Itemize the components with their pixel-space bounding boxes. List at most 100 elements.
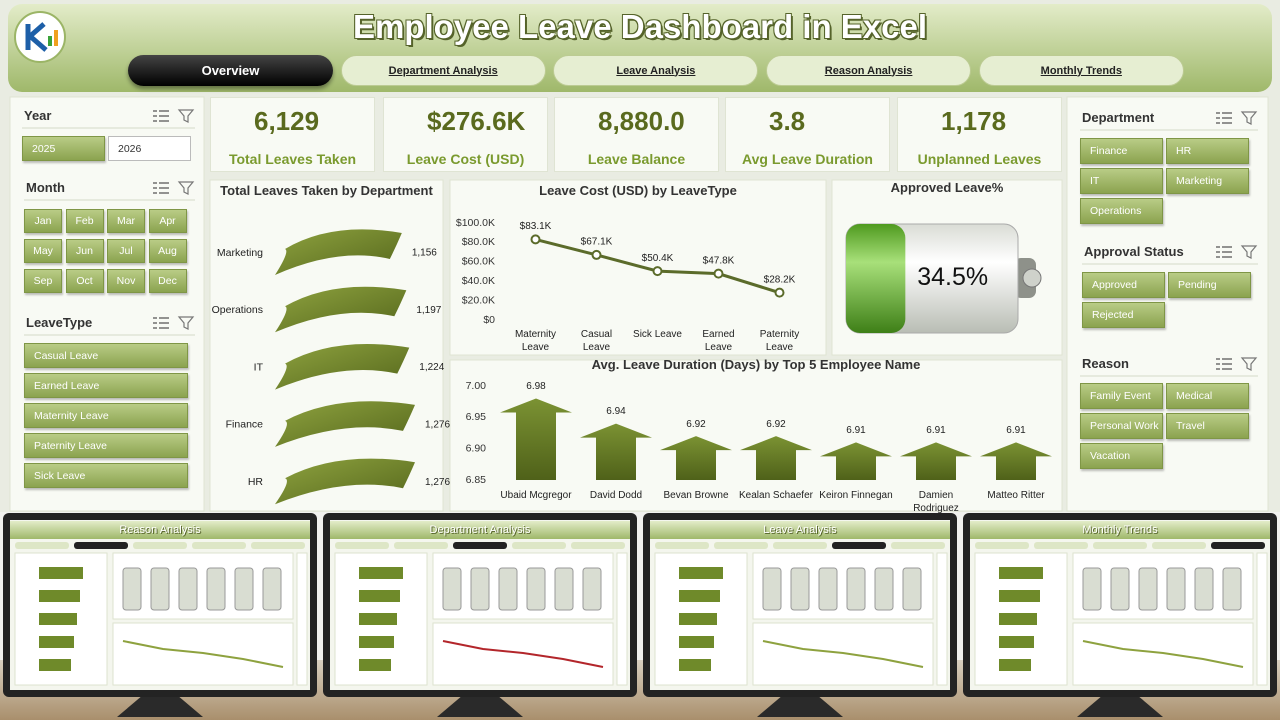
preview-shape bbox=[442, 567, 462, 611]
preview-tab bbox=[891, 542, 945, 549]
slicer-button[interactable]: Dec bbox=[148, 269, 187, 293]
x-tick-label: Keiron Finnegan bbox=[819, 490, 893, 501]
slicer-button[interactable]: Operations bbox=[1080, 198, 1163, 224]
slicer-button[interactable]: Apr bbox=[148, 209, 187, 233]
slicer-button[interactable]: Medical bbox=[1166, 383, 1249, 409]
chart-panel bbox=[449, 179, 827, 356]
preview-shape bbox=[554, 567, 574, 611]
preview-shape bbox=[178, 567, 198, 611]
chart-title: Avg. Leave Duration (Days) by Top 5 Empl… bbox=[591, 357, 921, 372]
bar bbox=[900, 442, 972, 480]
slicer-button[interactable]: Approved bbox=[1082, 272, 1165, 298]
logo-bar bbox=[54, 30, 58, 46]
kpi-value: 6,129 bbox=[254, 106, 320, 136]
slicer-button[interactable]: Travel bbox=[1166, 413, 1249, 439]
preview-tab bbox=[394, 542, 448, 549]
kpi-label: Total Leaves Taken bbox=[228, 151, 357, 167]
multi-select-icon bbox=[1216, 246, 1232, 258]
slicer-button[interactable]: Jun bbox=[65, 239, 104, 263]
preview-shape bbox=[442, 640, 604, 668]
slicer-button[interactable]: Finance bbox=[1080, 138, 1163, 164]
preview-shape bbox=[679, 613, 717, 625]
x-tick-label: Kealan Schaefer bbox=[739, 490, 813, 501]
slicer-title: Approval Status bbox=[1084, 244, 1184, 259]
bar bbox=[275, 229, 402, 275]
bar bbox=[660, 436, 732, 480]
slicer-button[interactable]: 2026 bbox=[108, 136, 191, 161]
y-tick-label: 6.90 bbox=[466, 442, 487, 454]
value-label: 6.98 bbox=[526, 381, 546, 392]
preview-shape bbox=[790, 567, 810, 611]
slicer-button[interactable]: Marketing bbox=[1166, 168, 1249, 194]
nav-tab[interactable]: Reason Analysis bbox=[766, 55, 972, 86]
preview-tab bbox=[512, 542, 566, 549]
multi-select-icon bbox=[153, 317, 169, 329]
value-label: 6.91 bbox=[1006, 425, 1026, 436]
slicer-button[interactable]: Nov bbox=[107, 269, 145, 293]
slicer-button[interactable]: Family Event bbox=[1080, 383, 1163, 409]
preview-tab bbox=[1211, 542, 1265, 549]
nav-tab[interactable]: Overview bbox=[128, 55, 333, 86]
preview-tab bbox=[655, 542, 709, 549]
preview-shape bbox=[206, 567, 226, 611]
clear-filter-icon bbox=[1240, 245, 1258, 259]
slicer-button[interactable]: May bbox=[24, 239, 62, 263]
preview-title: Reason Analysis bbox=[119, 524, 201, 536]
preview-tab bbox=[74, 542, 128, 549]
battery-terminal bbox=[1022, 268, 1042, 288]
line-point bbox=[591, 249, 602, 260]
preview-shape bbox=[679, 590, 720, 602]
slicer-button[interactable]: 2025 bbox=[22, 136, 105, 161]
preview-header bbox=[10, 521, 310, 539]
x-tick-label: Sick Leave bbox=[633, 329, 682, 340]
slicer-button[interactable]: Mar bbox=[107, 209, 145, 233]
slicer-button[interactable]: Vacation bbox=[1080, 443, 1163, 469]
slicer-button[interactable]: Earned Leave bbox=[24, 373, 188, 398]
kpi-label: Unplanned Leaves bbox=[917, 151, 1042, 167]
slicer-button[interactable]: Paternity Leave bbox=[24, 433, 188, 458]
slicer-button[interactable]: IT bbox=[1080, 168, 1163, 194]
slicer-button[interactable]: Pending bbox=[1168, 272, 1251, 298]
preview-side bbox=[616, 552, 628, 686]
preview-tab bbox=[15, 542, 69, 549]
nav-tab[interactable]: Monthly Trends bbox=[978, 55, 1184, 86]
preview-shape bbox=[39, 590, 80, 602]
value-label: 1,276 bbox=[425, 420, 450, 431]
bar bbox=[580, 423, 652, 480]
logo-bar bbox=[48, 36, 52, 46]
preview-title: Department Analysis bbox=[429, 524, 531, 536]
kpi-value: $276.6K bbox=[427, 106, 526, 136]
preview-tab bbox=[1152, 542, 1206, 549]
preview-shape bbox=[470, 567, 490, 611]
slicer-button[interactable]: Oct bbox=[65, 269, 104, 293]
slicer-button[interactable]: Personal Work bbox=[1080, 413, 1163, 439]
kpi-card bbox=[725, 97, 890, 172]
kpi-label: Leave Cost (USD) bbox=[406, 151, 525, 167]
value-label: $83.1K bbox=[520, 221, 552, 232]
value-label: 6.91 bbox=[926, 425, 946, 436]
preview-shape bbox=[1082, 640, 1244, 668]
nav-tab[interactable]: Leave Analysis bbox=[553, 55, 759, 86]
slicer-button[interactable]: Feb bbox=[65, 209, 104, 233]
preview-shape bbox=[150, 567, 170, 611]
slicer-button[interactable]: Jan bbox=[24, 209, 62, 233]
slicer-button[interactable]: Sick Leave bbox=[24, 463, 188, 488]
preview-title: Monthly Trends bbox=[1082, 524, 1158, 536]
slicer-button[interactable]: Aug bbox=[148, 239, 187, 263]
slicer-button[interactable]: Rejected bbox=[1082, 302, 1165, 328]
kpi-card bbox=[897, 97, 1062, 172]
slicer-button[interactable]: Jul bbox=[107, 239, 145, 263]
kpi-value: 1,178 bbox=[941, 106, 1007, 136]
chart-title: Leave Cost (USD) by LeaveType bbox=[539, 183, 737, 198]
slicer-button[interactable]: Maternity Leave bbox=[24, 403, 188, 428]
preview-shape bbox=[1194, 567, 1214, 611]
nav-tab[interactable]: Department Analysis bbox=[340, 55, 546, 86]
x-tick-label: Maternity Leave bbox=[514, 329, 557, 353]
preview-shape bbox=[1110, 567, 1130, 611]
preview-tab bbox=[714, 542, 768, 549]
slicer-button[interactable]: Casual Leave bbox=[24, 343, 188, 368]
preview-shape bbox=[582, 567, 602, 611]
slicer-button[interactable]: Sep bbox=[24, 269, 62, 293]
bar bbox=[275, 401, 415, 447]
slicer-button[interactable]: HR bbox=[1166, 138, 1249, 164]
